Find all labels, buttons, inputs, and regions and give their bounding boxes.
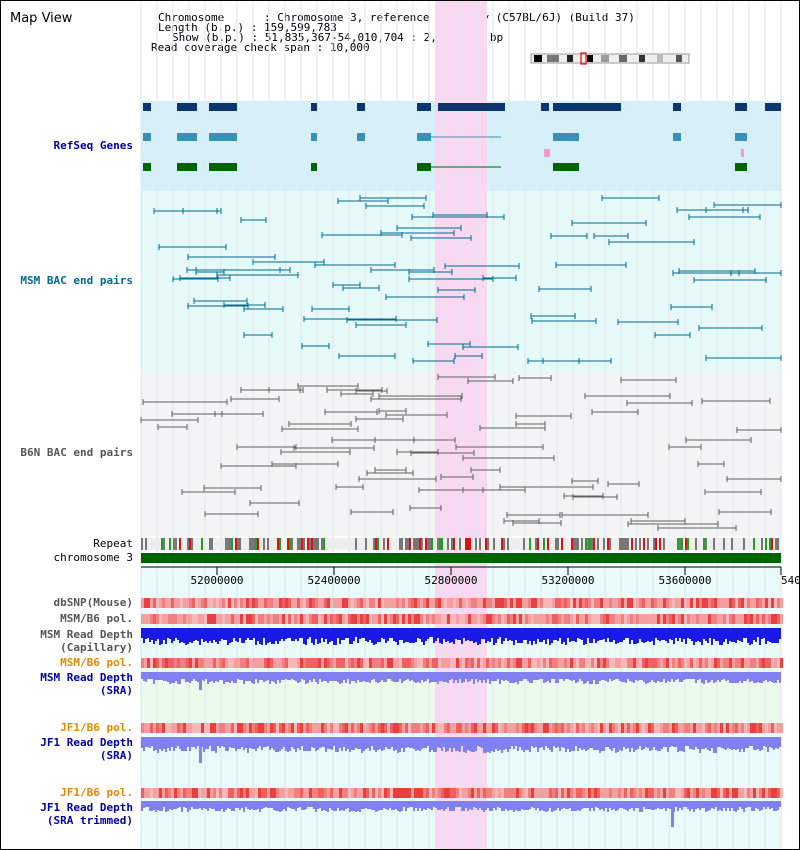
msm-b6-pol-label: MSM/B6 pol. [60, 612, 133, 625]
dbsnp-label: dbSNP(Mouse) [53, 596, 133, 609]
msm-read-depth-cap-label: MSM Read Depth [40, 628, 133, 641]
length-info-row: Length (b.p.) : 159,599,783 [158, 21, 337, 34]
show-label: Show (b.p.) [172, 31, 245, 44]
ideogram-current-region [580, 52, 587, 65]
axis-tick-label: 53600000 [659, 574, 712, 587]
axis-tick-label: 52400000 [308, 574, 361, 587]
chromosome-label: Chromosome [158, 11, 225, 24]
jf1-read-depth-sra-label: JF1 Read Depth [40, 736, 133, 749]
repeat-label: Repeat [93, 537, 133, 550]
length-value: 159,599,783 [263, 21, 337, 34]
msm-b6-pol-sra-label: MSM/B6 pol. [60, 656, 133, 669]
ideogram-body [530, 53, 690, 64]
jf1-read-depth-trim-sublabel: (SRA trimmed) [46, 814, 133, 827]
axis-tick-label: 52000000 [191, 574, 244, 587]
axis-tick-label: 52800000 [425, 574, 478, 587]
page-title: Map View [10, 11, 73, 26]
coverage-value: 10,000 [329, 41, 370, 54]
chromosome-track-label: chromosome 3 [53, 551, 133, 564]
jf1-read-depth-sra-sublabel: (SRA) [99, 749, 133, 762]
msm-bac-label[interactable]: MSM BAC end pairs [20, 274, 133, 287]
msm-read-depth-sra-sublabel: (SRA) [99, 684, 133, 697]
length-label: Length (b.p.) [158, 21, 245, 34]
axis-tick-label: 53200000 [542, 574, 595, 587]
coverage-label: Read coverage check span [151, 41, 310, 54]
chromosome-ideogram[interactable] [530, 52, 690, 65]
jf1-b6-pol-trim-label: JF1/B6 pol. [60, 786, 133, 799]
b6n-bac-label[interactable]: B6N BAC end pairs [20, 446, 133, 459]
coverage-info-row: Read coverage check span : 10,000 [151, 41, 370, 54]
chromosome-bar [141, 553, 781, 563]
jf1-read-depth-trim-label: JF1 Read Depth [40, 801, 133, 814]
msm-read-depth-cap-sublabel: (Capillary) [60, 641, 133, 654]
jf1-b6-pol-label: JF1/B6 pol. [60, 721, 133, 734]
axis-tick-label: 54000000 [781, 574, 800, 587]
msm-read-depth-sra-label: MSM Read Depth [40, 671, 133, 684]
refseq-genes-label[interactable]: RefSeq Genes [53, 139, 133, 152]
